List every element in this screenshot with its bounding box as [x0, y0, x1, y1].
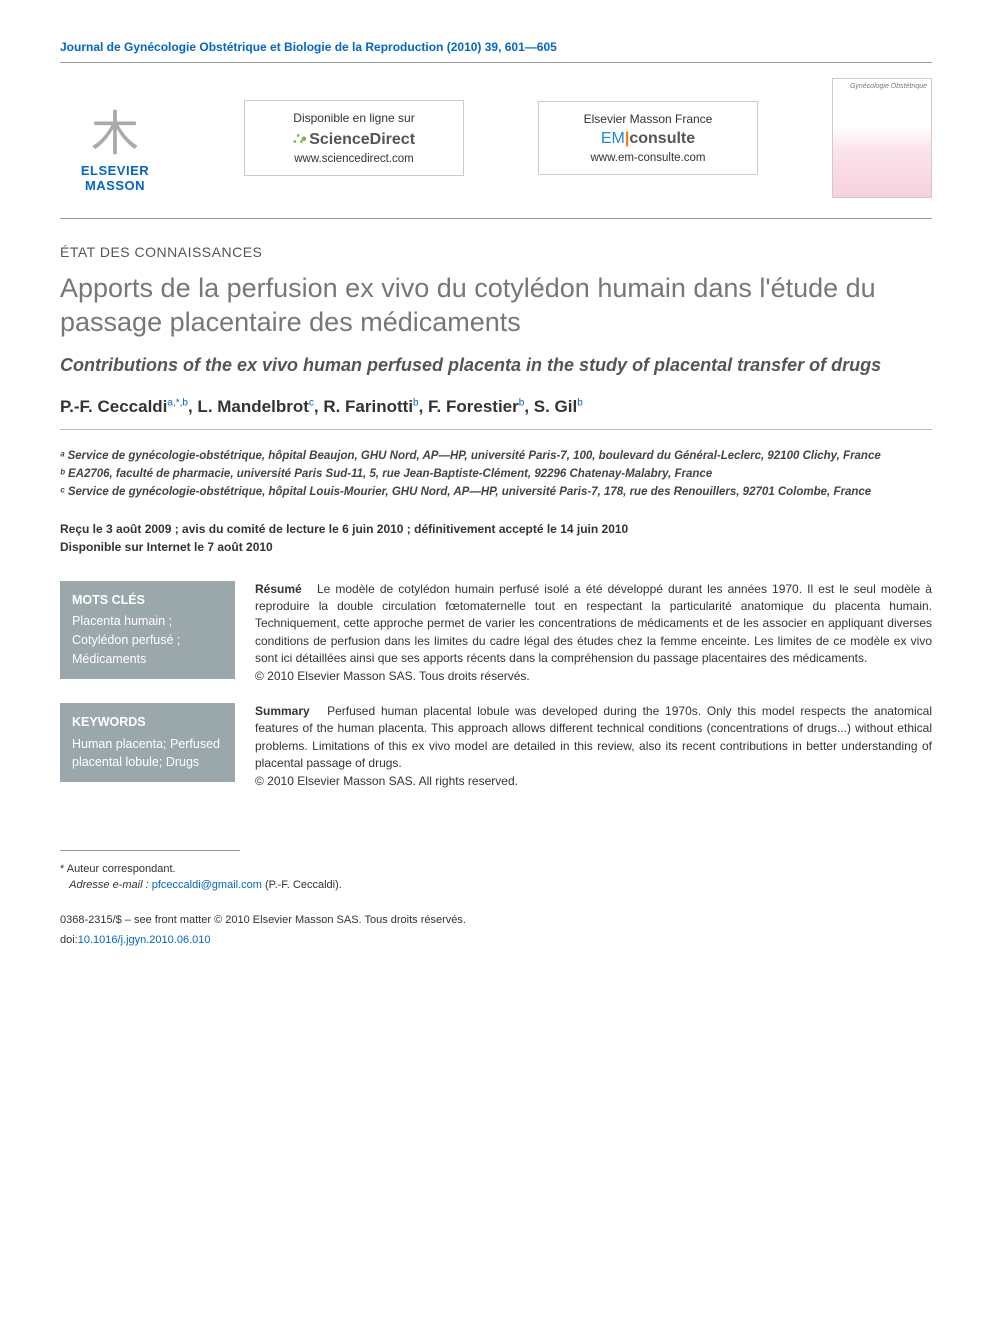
sd-dots-icon: ∴• [293, 131, 305, 148]
emconsulte-box: Elsevier Masson France EM|consulte www.e… [538, 101, 758, 175]
sd-top-line: Disponible en ligne sur [263, 111, 445, 125]
keywords-head-en: KEYWORDS [72, 713, 223, 732]
abstract-text-fr: Résumé Le modèle de cotylédon humain per… [255, 581, 932, 685]
sciencedirect-box: Disponible en ligne sur ∴• ScienceDirect… [244, 100, 464, 176]
header-row: ⽊ ELSEVIERMASSON Disponible en ligne sur… [60, 78, 932, 198]
authors: P.-F. Ceccaldia,*,b, L. Mandelbrotc, R. … [60, 397, 932, 417]
abstract-head-en: Summary [255, 704, 310, 718]
keywords-head-fr: MOTS CLÉS [72, 591, 223, 610]
email-line: Adresse e-mail : pfceccaldi@gmail.com (P… [60, 877, 932, 894]
author-email[interactable]: pfceccaldi@gmail.com [152, 879, 262, 891]
copyright-en: © 2010 Elsevier Masson SAS. All rights r… [255, 773, 932, 790]
affiliation-c: ᶜ Service de gynécologie-obstétrique, hô… [60, 484, 932, 501]
article-subtitle: Contributions of the ex vivo human perfu… [60, 354, 932, 377]
affiliation-b: ᵇ EA2706, faculté de pharmacie, universi… [60, 466, 932, 483]
keywords-body-en: Human placenta; Perfused placental lobul… [72, 735, 223, 773]
sd-url[interactable]: www.sciencedirect.com [263, 153, 445, 165]
journal-reference: Journal de Gynécologie Obstétrique et Bi… [60, 40, 932, 54]
article-title: Apports de la perfusion ex vivo du cotyl… [60, 272, 932, 340]
publisher-name: ELSEVIERMASSON [81, 163, 149, 193]
footer-doi: doi:10.1016/j.jgyn.2010.06.010 [60, 934, 932, 946]
footer-issn: 0368-2315/$ – see front matter © 2010 El… [60, 914, 932, 926]
abstract-body-en: Perfused human placental lobule was deve… [255, 704, 932, 770]
affiliation-a: ᵃ Service de gynécologie-obstétrique, hô… [60, 448, 932, 465]
corresponding-author: * Auteur correspondant. [60, 861, 932, 878]
em-top-line: Elsevier Masson France [557, 112, 739, 126]
em-url[interactable]: www.em-consulte.com [557, 152, 739, 164]
affiliations: ᵃ Service de gynécologie-obstétrique, hô… [60, 448, 932, 502]
dates-online: Disponible sur Internet le 7 août 2010 [60, 538, 932, 556]
rule-mid [60, 218, 932, 219]
abstract-body-fr: Le modèle de cotylédon humain perfusé is… [255, 582, 932, 666]
dates-received: Reçu le 3 août 2009 ; avis du comité de … [60, 520, 932, 538]
cover-title: Gynécologie Obstétrique [837, 83, 927, 90]
rule-footnote [60, 850, 240, 851]
keywords-box-en: KEYWORDS Human placenta; Perfused placen… [60, 703, 235, 782]
abstract-block-fr: MOTS CLÉS Placenta humain ; Cotylédon pe… [60, 581, 932, 685]
emconsulte-logo: EM|consulte [557, 130, 739, 148]
article-type: ÉTAT DES CONNAISSANCES [60, 244, 932, 260]
publisher-logo: ⽊ ELSEVIERMASSON [60, 83, 170, 193]
elsevier-tree-icon: ⽊ [91, 111, 139, 159]
abstract-block-en: KEYWORDS Human placenta; Perfused placen… [60, 703, 932, 790]
article-dates: Reçu le 3 août 2009 ; avis du comité de … [60, 520, 932, 556]
keywords-body-fr: Placenta humain ; Cotylédon perfusé ; Mé… [72, 612, 223, 668]
abstract-head-fr: Résumé [255, 582, 302, 596]
doi-link[interactable]: 10.1016/j.jgyn.2010.06.010 [78, 934, 211, 946]
rule-authors [60, 429, 932, 430]
rule-top [60, 62, 932, 63]
journal-cover-thumbnail: Gynécologie Obstétrique [832, 78, 932, 198]
keywords-box-fr: MOTS CLÉS Placenta humain ; Cotylédon pe… [60, 581, 235, 679]
copyright-fr: © 2010 Elsevier Masson SAS. Tous droits … [255, 668, 932, 685]
sciencedirect-logo: ∴• ScienceDirect [263, 129, 445, 149]
footnotes: * Auteur correspondant. Adresse e-mail :… [60, 861, 932, 894]
abstract-text-en: Summary Perfused human placental lobule … [255, 703, 932, 790]
